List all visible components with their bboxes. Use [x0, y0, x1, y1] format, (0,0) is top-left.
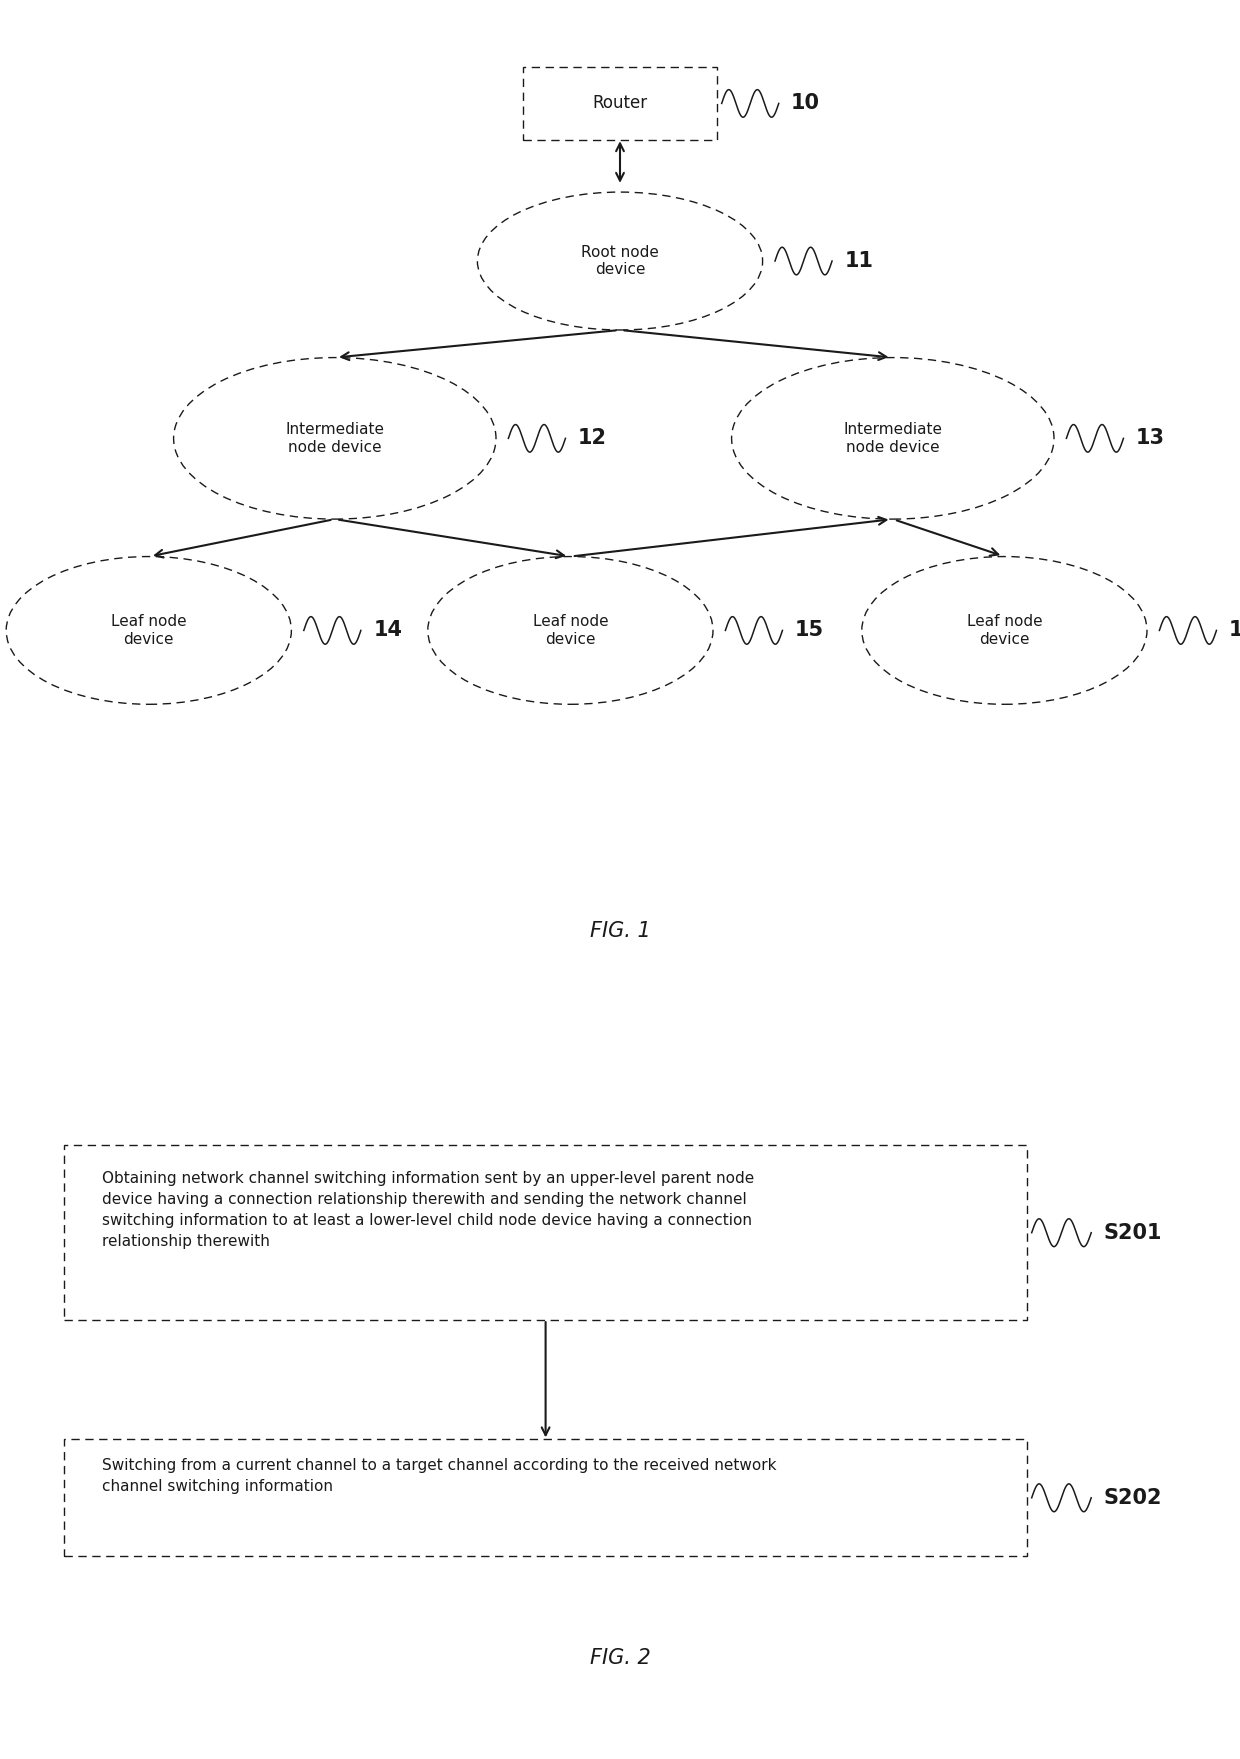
Text: Leaf node
device: Leaf node device: [967, 614, 1042, 647]
Ellipse shape: [6, 556, 291, 704]
Text: Leaf node
device: Leaf node device: [112, 614, 186, 647]
Text: Leaf node
device: Leaf node device: [533, 614, 608, 647]
Text: 14: 14: [373, 621, 402, 640]
Text: Obtaining network channel switching information sent by an upper-level parent no: Obtaining network channel switching info…: [102, 1171, 754, 1249]
Ellipse shape: [174, 357, 496, 519]
Ellipse shape: [732, 357, 1054, 519]
Text: Root node
device: Root node device: [582, 245, 658, 278]
Text: FIG. 1: FIG. 1: [590, 922, 650, 941]
FancyBboxPatch shape: [523, 67, 717, 141]
Text: 15: 15: [795, 621, 823, 640]
Text: 13: 13: [1136, 429, 1164, 449]
Text: S202: S202: [1104, 1488, 1162, 1507]
Text: 12: 12: [578, 429, 606, 449]
Text: 11: 11: [844, 252, 873, 271]
FancyBboxPatch shape: [64, 1145, 1027, 1321]
Text: Switching from a current channel to a target channel according to the received n: Switching from a current channel to a ta…: [102, 1458, 776, 1493]
Ellipse shape: [428, 556, 713, 704]
Text: Intermediate
node device: Intermediate node device: [285, 422, 384, 454]
Text: Router: Router: [593, 95, 647, 113]
Text: FIG. 2: FIG. 2: [590, 1648, 650, 1668]
Text: 10: 10: [791, 93, 820, 113]
Ellipse shape: [477, 192, 763, 331]
Text: 16: 16: [1229, 621, 1240, 640]
FancyBboxPatch shape: [64, 1439, 1027, 1557]
Text: Intermediate
node device: Intermediate node device: [843, 422, 942, 454]
Text: S201: S201: [1104, 1223, 1162, 1242]
Ellipse shape: [862, 556, 1147, 704]
